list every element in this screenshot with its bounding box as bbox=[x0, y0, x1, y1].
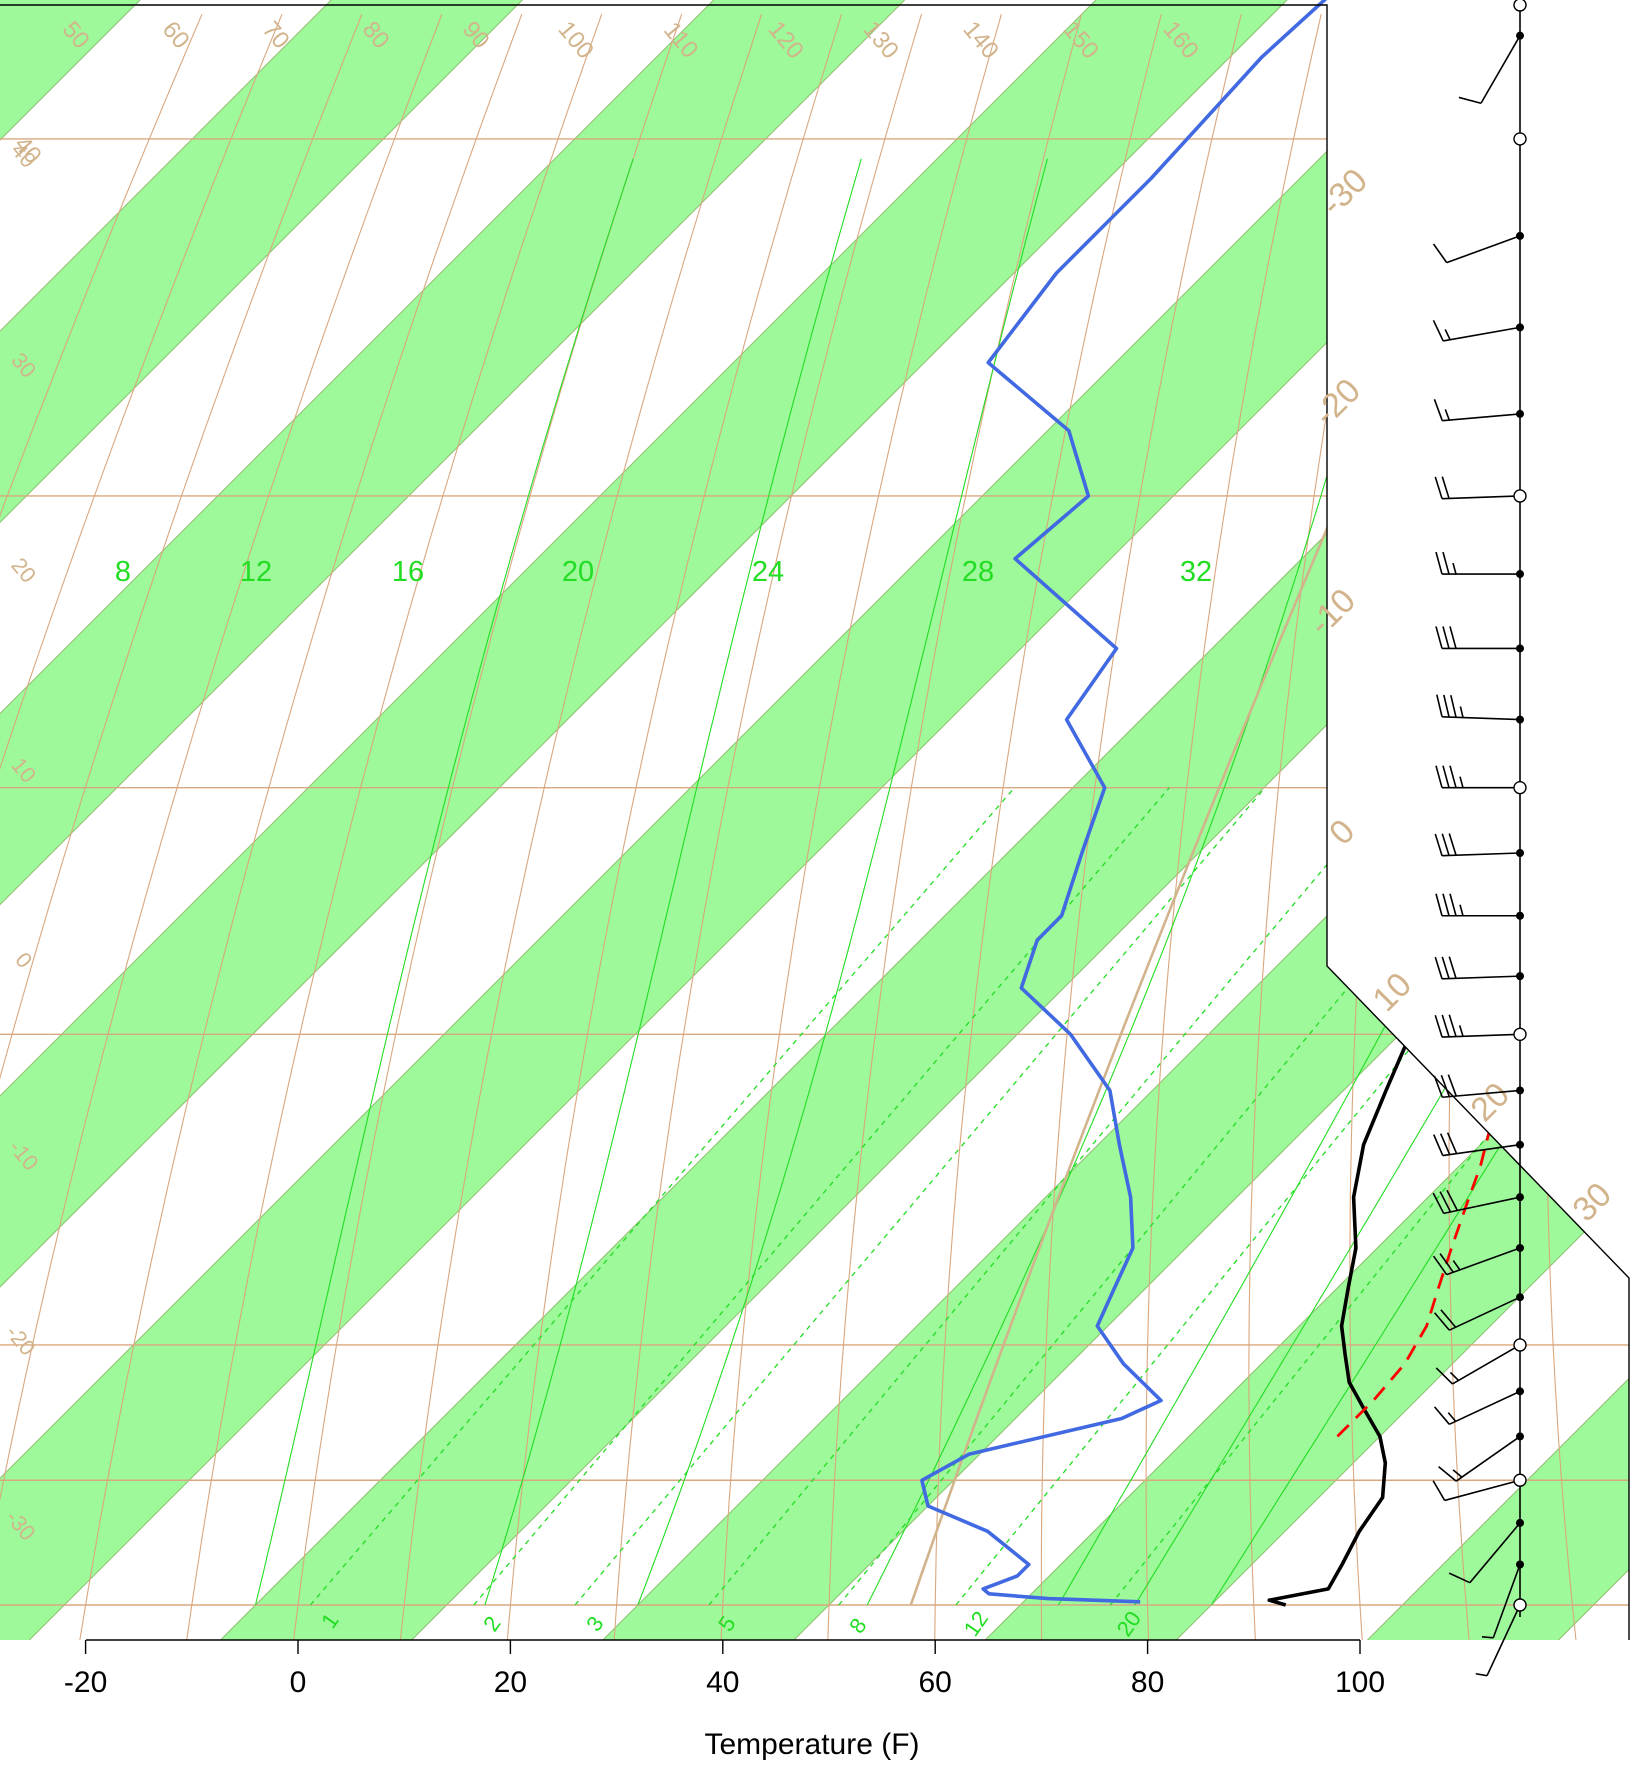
wind-barb-shaft bbox=[1442, 496, 1520, 499]
wind-barb-flag bbox=[1435, 957, 1442, 979]
wind-barb-flag bbox=[1436, 552, 1442, 574]
mixing-ratio-label: 12 bbox=[959, 1607, 994, 1641]
moist-adiabat-label: 8 bbox=[115, 556, 131, 588]
wind-barb-shaft bbox=[1442, 976, 1520, 979]
wind-barb-flag bbox=[1436, 894, 1442, 916]
wind-barb-flag bbox=[1444, 695, 1449, 717]
x-tick-label: 20 bbox=[494, 1666, 527, 1699]
wind-barb-flag bbox=[1436, 766, 1442, 788]
wind-barb-flag bbox=[1442, 957, 1449, 979]
mixing-ratio-label: 8 bbox=[844, 1614, 872, 1638]
isotherm-label: 20 bbox=[1463, 1075, 1517, 1129]
wind-barb-flag bbox=[1443, 552, 1449, 574]
wind-barb-shaft bbox=[1447, 236, 1520, 263]
wind-barb-flag bbox=[1443, 626, 1449, 648]
wind-barb-shaft bbox=[1442, 1034, 1520, 1037]
wind-barb-shaft bbox=[1442, 853, 1520, 856]
wind-barb-flag bbox=[1459, 97, 1481, 103]
dry-adiabat-label: 60 bbox=[157, 16, 195, 54]
wind-barb-flag bbox=[1433, 1481, 1444, 1501]
x-tick-label: -20 bbox=[64, 1666, 107, 1699]
wind-barb-flag bbox=[1449, 957, 1456, 979]
wind-barb-flag bbox=[1442, 834, 1449, 856]
x-tick-label: 60 bbox=[919, 1666, 952, 1699]
moist-adiabat-label: 32 bbox=[1180, 556, 1212, 588]
moist-adiabat-label: 24 bbox=[752, 556, 784, 588]
left-edge-label: 0 bbox=[10, 947, 37, 972]
wind-barb-half-flag bbox=[1460, 706, 1463, 717]
wind-barb-flag bbox=[1449, 833, 1456, 855]
x-axis-title: Temperature (F) bbox=[704, 1728, 919, 1761]
moist-adiabat-label: 12 bbox=[240, 556, 272, 588]
wind-barb-shaft bbox=[1445, 1480, 1520, 1500]
dry-adiabat-label: 140 bbox=[958, 16, 1004, 64]
dry-adiabat-line bbox=[1449, 14, 1561, 1698]
wind-barb-flag bbox=[1437, 695, 1442, 717]
wind-level-marker bbox=[1514, 1339, 1526, 1351]
mixing-ratio-label: 2 bbox=[478, 1612, 506, 1636]
wind-barb-shaft bbox=[1442, 717, 1520, 720]
isotherm-label: 0 bbox=[1322, 812, 1362, 852]
wind-level-marker bbox=[1514, 782, 1526, 794]
wind-barb-half-flag bbox=[1460, 1025, 1463, 1036]
wind-barb-half-flag bbox=[1445, 329, 1450, 339]
wind-barb-shaft bbox=[1443, 327, 1520, 341]
x-tick-label: 40 bbox=[706, 1666, 739, 1699]
wind-level-marker bbox=[1514, 490, 1526, 502]
wind-level-marker bbox=[1514, 0, 1526, 11]
wind-barb-shaft bbox=[1481, 36, 1520, 104]
isotherm-label: 10 bbox=[1365, 965, 1419, 1019]
wind-barb-half-flag bbox=[1476, 1674, 1487, 1676]
wind-barb-flag bbox=[1443, 894, 1449, 916]
wind-barb-flag bbox=[1450, 894, 1456, 916]
x-tick-label: 0 bbox=[290, 1666, 307, 1699]
wind-barb-flag bbox=[1451, 695, 1456, 717]
wind-barb-flag bbox=[1433, 320, 1443, 341]
dry-adiabat-label: 100 bbox=[553, 16, 599, 64]
wind-barb-flag bbox=[1434, 399, 1442, 420]
x-tick-label: 100 bbox=[1335, 1666, 1385, 1699]
wind-barb-shaft bbox=[1456, 1436, 1520, 1481]
wind-barb-flag bbox=[1443, 766, 1449, 788]
wind-barb-half-flag bbox=[1460, 777, 1463, 788]
wind-barb-half-flag bbox=[1450, 1372, 1458, 1380]
wind-barb-flag bbox=[1449, 1015, 1456, 1037]
wind-barb-half-flag bbox=[1482, 1637, 1493, 1638]
wind-barb-shaft bbox=[1449, 1391, 1520, 1424]
wind-barb-flag bbox=[1434, 1076, 1442, 1097]
wind-barb-flag bbox=[1435, 1407, 1450, 1424]
wind-barb-flag bbox=[1450, 766, 1456, 788]
moist-adiabat-label: 28 bbox=[962, 556, 994, 588]
wind-barb-flag bbox=[1442, 477, 1449, 499]
wind-barb-half-flag bbox=[1445, 409, 1449, 420]
isotherm-label: -20 bbox=[1306, 371, 1368, 433]
wind-barb-flag bbox=[1450, 626, 1456, 648]
moist-adiabat-label: 20 bbox=[562, 556, 594, 588]
wind-barb-flag bbox=[1434, 244, 1447, 263]
wind-barb-half-flag bbox=[1460, 905, 1463, 916]
left-edge-label: 20 bbox=[6, 553, 41, 588]
wind-barb-flag bbox=[1436, 626, 1442, 648]
wind-barb-flag bbox=[1439, 1467, 1457, 1482]
wind-level-marker bbox=[1514, 1599, 1526, 1611]
wind-barb-flag bbox=[1442, 1015, 1449, 1037]
wind-barb-flag bbox=[1435, 477, 1442, 499]
wind-barb-flag bbox=[1435, 1015, 1442, 1037]
moist-adiabat-label: 16 bbox=[392, 556, 424, 588]
wind-barb-flag bbox=[1434, 1135, 1443, 1156]
wind-level-marker bbox=[1514, 133, 1526, 145]
left-edge-label: -20 bbox=[1, 1320, 41, 1360]
wind-barb-shaft bbox=[1442, 414, 1520, 421]
wind-barb-half-flag bbox=[1453, 563, 1456, 574]
wind-level-marker bbox=[1514, 1474, 1526, 1486]
x-tick-label: 80 bbox=[1131, 1666, 1164, 1699]
wind-barb-flag bbox=[1441, 1134, 1450, 1155]
wind-barb-flag bbox=[1435, 834, 1442, 856]
wind-level-marker bbox=[1514, 1028, 1526, 1040]
mixing-ratio-label: 3 bbox=[581, 1612, 609, 1636]
